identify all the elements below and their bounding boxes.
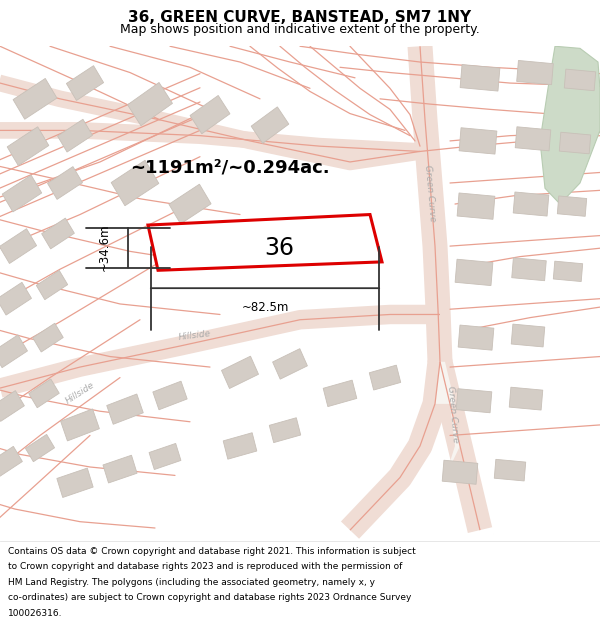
Polygon shape (47, 167, 82, 199)
Polygon shape (459, 127, 497, 154)
Text: Map shows position and indicative extent of the property.: Map shows position and indicative extent… (120, 23, 480, 36)
Polygon shape (25, 434, 55, 462)
Polygon shape (515, 127, 551, 151)
Polygon shape (557, 196, 587, 216)
Polygon shape (0, 391, 25, 421)
Polygon shape (111, 160, 159, 206)
Polygon shape (221, 356, 259, 389)
Text: 36: 36 (265, 236, 295, 260)
Text: Green Curve: Green Curve (446, 386, 460, 443)
Polygon shape (223, 432, 257, 459)
Text: Contains OS data © Crown copyright and database right 2021. This information is : Contains OS data © Crown copyright and d… (8, 546, 416, 556)
Polygon shape (512, 258, 546, 281)
Polygon shape (511, 324, 545, 347)
Polygon shape (460, 64, 500, 91)
Polygon shape (442, 460, 478, 484)
Polygon shape (37, 271, 68, 299)
Polygon shape (58, 119, 92, 152)
Polygon shape (272, 349, 307, 379)
Polygon shape (2, 175, 42, 212)
Text: 100026316.: 100026316. (8, 609, 62, 618)
Polygon shape (128, 82, 172, 126)
Polygon shape (494, 459, 526, 481)
Polygon shape (148, 214, 382, 270)
Polygon shape (153, 381, 187, 410)
Polygon shape (107, 394, 143, 424)
Polygon shape (455, 259, 493, 286)
Text: ~82.5m: ~82.5m (241, 301, 289, 314)
Polygon shape (564, 69, 596, 91)
Polygon shape (540, 46, 600, 204)
Polygon shape (456, 389, 492, 412)
Polygon shape (553, 261, 583, 281)
Text: co-ordinates) are subject to Crown copyright and database rights 2023 Ordnance S: co-ordinates) are subject to Crown copyr… (8, 593, 411, 602)
Text: ~1191m²/~0.294ac.: ~1191m²/~0.294ac. (130, 158, 330, 176)
Polygon shape (369, 365, 401, 390)
Polygon shape (7, 127, 49, 166)
Text: Green Curve: Green Curve (423, 165, 437, 222)
Polygon shape (13, 79, 57, 119)
Polygon shape (0, 446, 22, 477)
Polygon shape (513, 192, 549, 216)
Text: HM Land Registry. The polygons (including the associated geometry, namely x, y: HM Land Registry. The polygons (includin… (8, 578, 375, 587)
Polygon shape (509, 388, 543, 410)
Polygon shape (435, 362, 460, 488)
Text: ~34.6m: ~34.6m (97, 224, 110, 271)
Polygon shape (61, 409, 100, 441)
Text: Hillside: Hillside (178, 329, 212, 342)
Text: Hillside: Hillside (64, 381, 96, 406)
Polygon shape (559, 132, 591, 154)
Polygon shape (149, 443, 181, 469)
Polygon shape (457, 193, 495, 219)
Polygon shape (169, 184, 211, 224)
Polygon shape (41, 218, 74, 249)
Polygon shape (67, 66, 104, 101)
Polygon shape (0, 282, 31, 315)
Polygon shape (33, 323, 63, 352)
Polygon shape (323, 380, 357, 407)
Polygon shape (0, 229, 37, 264)
Polygon shape (458, 325, 494, 350)
Polygon shape (103, 455, 137, 483)
Polygon shape (57, 468, 93, 498)
Polygon shape (251, 107, 289, 143)
Polygon shape (29, 379, 59, 408)
Text: to Crown copyright and database rights 2023 and is reproduced with the permissio: to Crown copyright and database rights 2… (8, 562, 402, 571)
Polygon shape (517, 61, 553, 84)
Polygon shape (0, 335, 28, 367)
Text: 36, GREEN CURVE, BANSTEAD, SM7 1NY: 36, GREEN CURVE, BANSTEAD, SM7 1NY (128, 10, 472, 25)
Polygon shape (269, 418, 301, 442)
Polygon shape (190, 96, 230, 134)
